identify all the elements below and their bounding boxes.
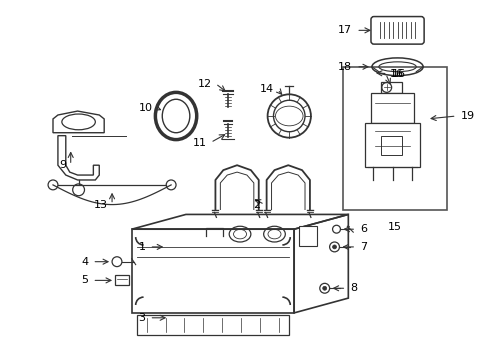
Circle shape	[332, 245, 336, 249]
Text: 17: 17	[337, 25, 351, 35]
Text: 14: 14	[259, 84, 273, 94]
Text: 15: 15	[387, 222, 401, 232]
Bar	[299, 226, 316, 246]
Circle shape	[322, 286, 326, 290]
Text: 7: 7	[360, 242, 366, 252]
Text: 16: 16	[391, 69, 405, 79]
Bar	[380, 81, 402, 93]
Text: 18: 18	[337, 62, 351, 72]
Bar	[343, 67, 446, 210]
Text: 16: 16	[389, 69, 403, 79]
Bar	[370, 93, 413, 123]
Text: 6: 6	[360, 224, 366, 234]
Text: 2: 2	[253, 200, 260, 210]
Text: 12: 12	[197, 79, 211, 89]
Text: 10: 10	[138, 103, 152, 113]
Text: 4: 4	[81, 257, 88, 267]
Text: 3: 3	[138, 313, 145, 323]
Bar	[115, 276, 129, 285]
Text: 13: 13	[94, 200, 108, 210]
FancyBboxPatch shape	[370, 16, 423, 44]
Text: 9: 9	[60, 160, 67, 170]
Text: 1: 1	[138, 242, 145, 252]
Text: 11: 11	[192, 137, 206, 147]
Bar	[380, 136, 402, 155]
Bar	[364, 123, 419, 167]
Text: 19: 19	[460, 111, 474, 121]
Text: 8: 8	[349, 283, 357, 293]
Text: 5: 5	[81, 275, 88, 285]
Bar	[136, 315, 288, 335]
